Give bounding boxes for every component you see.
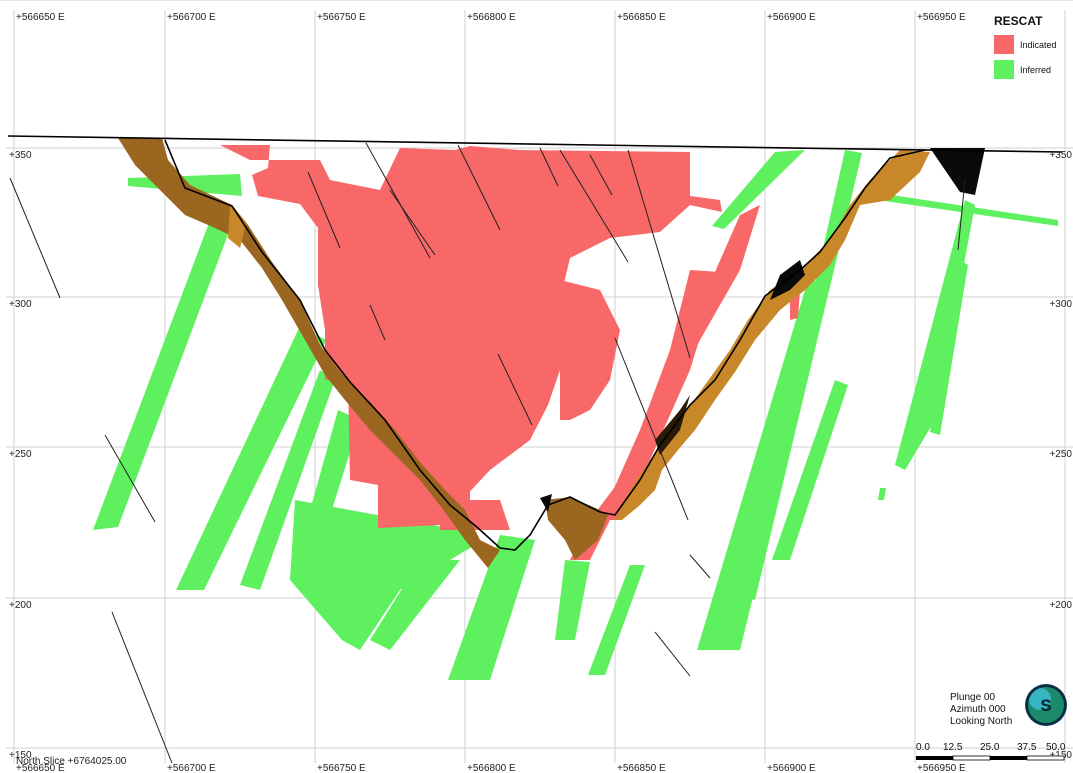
- inferred-block: [240, 370, 335, 590]
- logo-letter: S: [1040, 696, 1051, 715]
- easting-label: +566900 E: [767, 12, 816, 23]
- drill-trace: [627, 149, 691, 359]
- inferred-block: [370, 560, 460, 650]
- indicated-blocks: [220, 145, 800, 560]
- drill-trace: [389, 189, 436, 256]
- easting-label: +566650 E: [16, 12, 65, 23]
- easting-label: +566850 E: [617, 12, 666, 23]
- orientation-info: Plunge 00 Azimuth 000 Looking North: [950, 692, 1012, 727]
- software-logo-icon: S: [1025, 684, 1067, 726]
- inferred-block: [772, 380, 848, 560]
- waste-block: [930, 148, 985, 195]
- drill-trace: [111, 611, 173, 764]
- inferred-block: [712, 150, 805, 229]
- easting-labels-top: +566650 E +566700 E +566750 E +566800 E …: [16, 12, 966, 23]
- pit-wall-left-face: [228, 206, 246, 248]
- rl-label: +350: [9, 150, 32, 161]
- indicated-block: [600, 270, 720, 520]
- legend: RESCAT Indicated Inferred: [994, 14, 1057, 79]
- drill-trace: [307, 171, 341, 249]
- easting-label: +566850 E: [617, 763, 666, 773]
- scale-bar: 0.0 12.5 25.0 37.5 50.0: [916, 742, 1066, 761]
- inferred-block: [555, 560, 590, 640]
- drill-trace: [559, 149, 629, 263]
- scale-label: 0.0: [916, 742, 930, 753]
- drill-trace: [369, 304, 386, 341]
- inferred-block: [588, 565, 645, 675]
- pit-walls: [118, 138, 985, 568]
- scale-label: 37.5: [1017, 742, 1037, 753]
- easting-labels-bottom: +566650 E +566700 E +566750 E +566800 E …: [16, 763, 966, 773]
- waste-block: [540, 494, 552, 512]
- inferred-block: [290, 500, 475, 650]
- indicated-block: [560, 280, 620, 420]
- rl-label: +200: [1049, 600, 1072, 611]
- topography-line: [7, 135, 1063, 153]
- drill-trace: [9, 177, 61, 299]
- easting-label: +566750 E: [317, 763, 366, 773]
- legend-label-inferred: Inferred: [1020, 65, 1051, 75]
- drill-trace: [365, 142, 431, 259]
- easting-label: +566750 E: [317, 12, 366, 23]
- rl-labels-left: +350 +300 +250 +200 +150: [9, 150, 32, 761]
- scale-label: 12.5: [943, 742, 963, 753]
- rl-label: +350: [1049, 150, 1072, 161]
- plunge-label: Plunge 00: [950, 692, 995, 703]
- legend-label-indicated: Indicated: [1020, 40, 1057, 50]
- section-label: North Slice +6764025.00: [16, 756, 127, 767]
- legend-swatch-inferred: [994, 60, 1014, 79]
- drill-trace: [104, 434, 156, 523]
- drill-traces: [9, 142, 966, 764]
- rl-labels-right: +350 +300 +250 +200 +150: [1049, 150, 1072, 761]
- easting-label: +566900 E: [767, 763, 816, 773]
- rl-label: +250: [9, 449, 32, 460]
- pit-wall-left: [118, 138, 500, 568]
- indicated-block: [440, 270, 560, 530]
- pit-outline: [7, 135, 1063, 551]
- easting-label: +566700 E: [167, 763, 216, 773]
- drill-trace: [539, 147, 559, 187]
- rl-label: +300: [1049, 299, 1072, 310]
- easting-label: +566950 E: [917, 12, 966, 23]
- rl-label: +150: [1049, 750, 1072, 761]
- easting-label: +566650 E: [16, 763, 65, 773]
- drill-trace: [654, 631, 691, 677]
- drill-trace: [589, 154, 613, 196]
- inferred-block: [448, 535, 535, 680]
- rl-label: +300: [9, 299, 32, 310]
- looking-label: Looking North: [950, 716, 1012, 727]
- drill-trace: [614, 337, 689, 521]
- inferred-block: [895, 200, 975, 470]
- drill-trace: [457, 144, 501, 231]
- inferred-block: [93, 215, 232, 530]
- easting-label: +566800 E: [467, 763, 516, 773]
- inferred-block: [176, 326, 326, 590]
- inferred-block: [878, 488, 886, 500]
- pit-wall-right: [545, 497, 608, 560]
- legend-swatch-indicated: [994, 35, 1014, 54]
- azimuth-label: Azimuth 000: [950, 704, 1006, 715]
- easting-label: +566700 E: [167, 12, 216, 23]
- drill-trace: [497, 353, 533, 426]
- pit-wall-right-face: [615, 150, 930, 520]
- inferred-block: [930, 260, 968, 435]
- rl-label: +200: [9, 600, 32, 611]
- inferred-blocks: [93, 150, 1058, 680]
- scale-label: 50.0: [1046, 742, 1066, 753]
- rl-label: +250: [1049, 449, 1072, 460]
- easting-label: +566800 E: [467, 12, 516, 23]
- pit-profile-line: [164, 139, 926, 551]
- legend-title: RESCAT: [994, 14, 1043, 28]
- drill-trace: [957, 179, 966, 251]
- drill-trace: [689, 554, 711, 579]
- easting-label: +566950 E: [917, 763, 966, 773]
- inferred-block: [697, 280, 830, 650]
- rl-label: +150: [9, 750, 32, 761]
- scale-label: 25.0: [980, 742, 1000, 753]
